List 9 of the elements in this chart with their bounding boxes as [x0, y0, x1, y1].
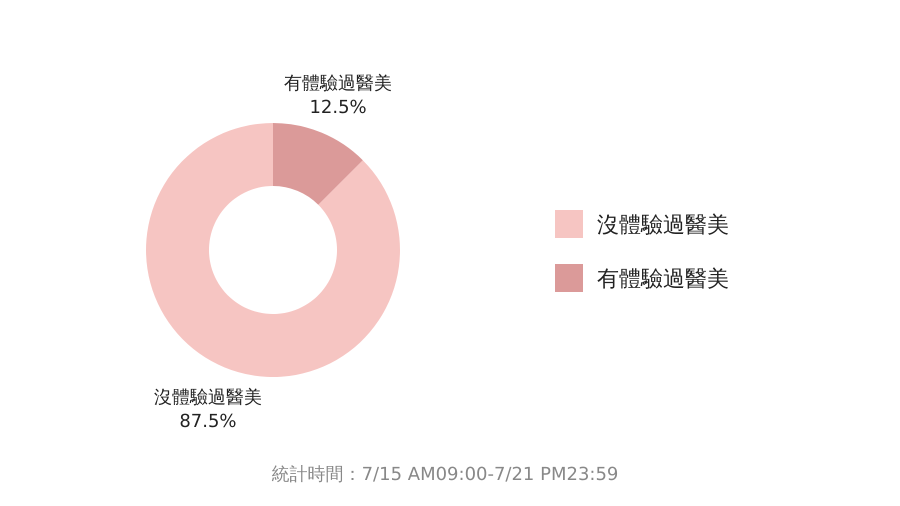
data-label: 12.5% [309, 96, 367, 118]
legend-label: 沒體驗過醫美 [597, 213, 729, 238]
slice-label: 有體驗過醫美 [284, 72, 392, 94]
donut-slice [273, 123, 363, 205]
slice-label: 沒體驗過醫美 [154, 387, 262, 408]
legend-label: 有體驗過醫美 [597, 267, 729, 292]
text: 統計時間：7/15 AM09:00-7/21 PM23:59 [272, 464, 618, 485]
donut-slice [146, 123, 400, 377]
data-label: 87.5% [179, 411, 237, 432]
